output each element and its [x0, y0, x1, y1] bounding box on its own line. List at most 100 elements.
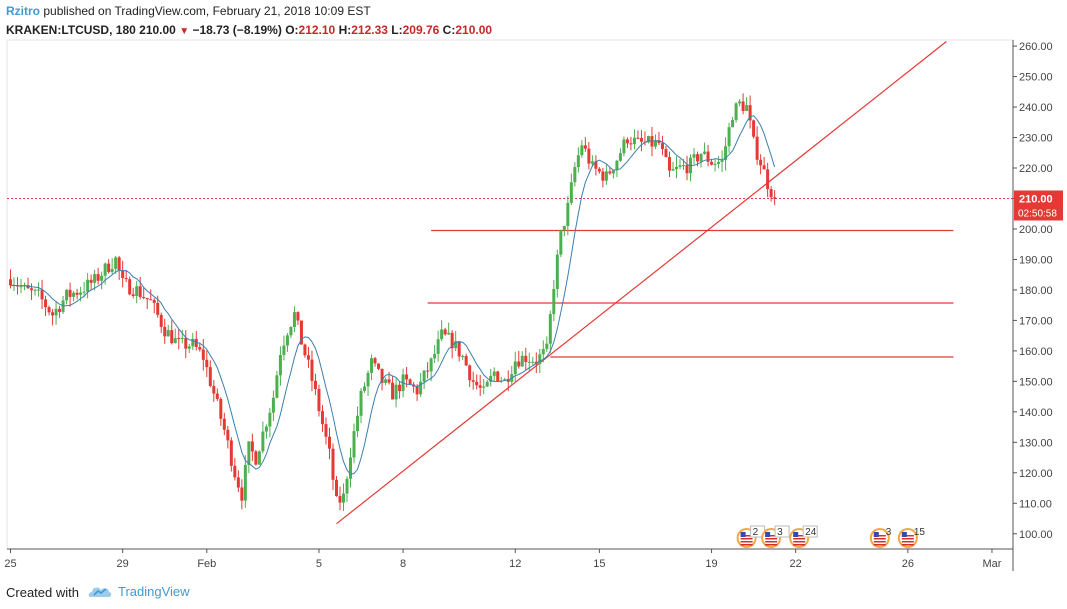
candle-body: [541, 349, 545, 355]
flag-canton: [740, 532, 746, 537]
down-arrow-icon: ▼: [179, 26, 190, 37]
candle-body: [37, 289, 41, 291]
y-tick-label: 130.00: [1019, 437, 1053, 449]
author-link[interactable]: Rzitro: [6, 4, 40, 18]
candle-body: [33, 289, 37, 291]
trend-line[interactable]: [336, 41, 947, 525]
candle-body: [320, 411, 324, 425]
flag-stripe: [740, 535, 753, 537]
flag-stripe: [793, 544, 806, 546]
candle-body: [398, 384, 402, 392]
created-with-label: Created with: [6, 585, 79, 600]
candle-body: [51, 312, 55, 316]
candle-body: [394, 384, 398, 400]
low-label: L:: [391, 23, 403, 37]
x-tick-label: 8: [400, 558, 406, 570]
event-markers[interactable]: 2 3 24 3 15: [736, 525, 926, 548]
chart-header: Rzitro published on TradingView.com, Feb…: [6, 2, 492, 41]
candle-body: [436, 339, 440, 354]
flag-stripe: [793, 535, 806, 537]
last-price: 210.00: [139, 23, 176, 37]
candle-body: [247, 441, 251, 465]
candle-body: [306, 355, 310, 360]
candle-body: [198, 347, 202, 350]
candle-body: [387, 379, 391, 383]
candle-body: [738, 101, 742, 104]
candle-body: [366, 372, 370, 387]
candle-body: [114, 257, 118, 269]
candle-body: [58, 308, 62, 312]
candle-body: [734, 103, 738, 120]
candle-body: [454, 341, 458, 349]
candle-body: [370, 358, 374, 373]
candle-body: [166, 330, 170, 337]
y-tick-label: 260.00: [1019, 41, 1053, 53]
candle-body: [201, 349, 205, 360]
drawn-lines[interactable]: [7, 41, 1013, 525]
candle-body: [590, 161, 594, 164]
candle-body: [89, 279, 93, 283]
symbol-label[interactable]: KRAKEN:LTCUSD, 180: [6, 23, 136, 37]
us-flag-event-icon[interactable]: 2: [736, 525, 766, 548]
candle-body: [492, 371, 496, 376]
candle-body: [611, 170, 615, 174]
y-tick-label: 250.00: [1019, 72, 1053, 84]
candle-body: [748, 105, 752, 121]
flag-canton: [765, 532, 771, 537]
candle-body: [264, 426, 268, 432]
candle-body: [555, 254, 559, 289]
candle-body: [538, 354, 542, 364]
flag-stripe: [740, 541, 753, 543]
candle-body: [699, 153, 703, 162]
flag-canton: [901, 532, 907, 537]
plot-frame: [6, 39, 1014, 550]
price-change: −18.73 (−8.19%): [192, 23, 282, 37]
y-tick-label: 170.00: [1019, 315, 1053, 327]
us-flag-event-icon[interactable]: 15: [897, 527, 926, 548]
candle-body: [149, 299, 153, 301]
candle-body: [327, 436, 331, 449]
candle-body: [75, 292, 79, 295]
candle-body: [317, 388, 321, 412]
x-tick-label: 29: [117, 558, 129, 570]
candle-body: [576, 155, 580, 168]
candle-body: [44, 299, 48, 308]
us-flag-event-icon[interactable]: 24: [789, 525, 818, 548]
candle-body: [741, 101, 745, 111]
candle-body: [524, 355, 528, 362]
us-flag-event-icon[interactable]: 3: [761, 525, 790, 548]
candle-body: [443, 329, 447, 335]
candle-body: [373, 358, 377, 364]
tradingview-brand[interactable]: TradingView: [88, 583, 190, 599]
flag-stripe: [873, 544, 886, 546]
candle-body: [79, 292, 83, 295]
x-tick-label: 12: [509, 558, 521, 570]
candle-body: [482, 386, 486, 388]
event-count-box: [802, 525, 818, 538]
candle-body: [531, 361, 535, 363]
candle-body: [93, 274, 97, 283]
candle-body: [208, 367, 212, 386]
candle-body: [674, 166, 678, 170]
candle-body: [61, 300, 65, 312]
low-value: 209.76: [402, 23, 440, 37]
candle-body: [268, 412, 272, 427]
flag-stripe: [901, 535, 914, 537]
candle-body: [622, 139, 626, 154]
flag-stripe: [765, 544, 778, 546]
candle-body: [724, 146, 728, 161]
candle-body: [664, 149, 668, 158]
candle-body: [587, 148, 591, 164]
candle-body: [194, 338, 198, 348]
candle-body: [618, 153, 622, 161]
candle-body: [145, 297, 149, 300]
candle-body: [752, 120, 756, 137]
brand-name: TradingView: [118, 583, 190, 599]
candle-body: [710, 161, 714, 165]
y-tick-label: 220.00: [1019, 163, 1053, 175]
price-chart[interactable]: 2 3 24 3 15 100.00 110.00 120.00 130.00 140.00 15…: [0, 0, 1067, 579]
candle-body: [405, 374, 409, 380]
flag-stripe: [765, 538, 778, 540]
candle-body: [604, 171, 608, 181]
us-flag-event-icon[interactable]: 3: [869, 527, 892, 548]
